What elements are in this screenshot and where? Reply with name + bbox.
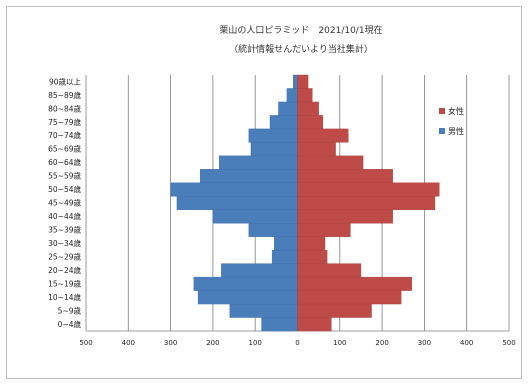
bars: [170, 74, 440, 332]
age-label: 60~64歳: [48, 157, 81, 167]
female-bar: [297, 249, 328, 264]
male-bar: [219, 155, 298, 170]
legend-swatch: [439, 108, 445, 114]
female-bar: [297, 128, 349, 143]
female-bar: [297, 115, 324, 130]
male-bar: [293, 74, 298, 89]
female-bar: [297, 317, 332, 332]
male-bar: [250, 142, 298, 157]
x-tick-label: 100: [333, 339, 346, 347]
male-bar: [248, 128, 298, 143]
male-bar: [176, 196, 298, 210]
age-label: 85~89歳: [48, 90, 81, 100]
female-bar: [297, 209, 393, 224]
female-bar: [297, 142, 336, 157]
female-bar: [297, 155, 364, 170]
age-label: 5~9歳: [58, 305, 82, 315]
age-label: 50~54歳: [48, 184, 81, 194]
female-bar: [297, 74, 309, 89]
female-bar: [297, 88, 313, 103]
age-label: 70~74歳: [48, 130, 81, 140]
male-bar: [248, 223, 298, 237]
x-tick-label: 100: [249, 339, 262, 347]
age-label: 90歳以上: [49, 76, 82, 86]
legend-label: 女性: [448, 106, 464, 116]
male-bar: [193, 276, 298, 291]
x-tick-label: 500: [502, 339, 515, 347]
female-bar: [297, 169, 393, 183]
x-tick-label: 200: [206, 339, 219, 347]
legend-swatch: [439, 128, 445, 134]
male-bar: [261, 317, 298, 332]
age-label: 35~39歳: [48, 225, 81, 235]
x-tick-label: 300: [418, 339, 431, 347]
male-bar: [221, 263, 298, 278]
male-bar: [278, 101, 298, 116]
female-bar: [297, 196, 436, 210]
male-bar: [286, 88, 298, 103]
male-bar: [200, 169, 298, 183]
female-bar: [297, 303, 372, 318]
female-bar: [297, 276, 412, 291]
age-label: 40~44歳: [48, 211, 81, 221]
age-label: 30~34歳: [48, 238, 81, 248]
legend-label: 男性: [448, 126, 464, 136]
female-bar: [297, 223, 351, 237]
female-bar: [297, 236, 326, 251]
male-bar: [274, 236, 298, 251]
chart-frame: 栗山の人口ピラミッド 2021/10/1現在 （統計情報せんだいより当社集計） …: [6, 6, 522, 379]
male-bar: [271, 249, 298, 264]
x-tick-label: 300: [164, 339, 177, 347]
x-tick-label: 400: [460, 339, 473, 347]
age-axis-labels: 0~4歳 5~9歳 10~14歳 15~19歳 20~24歳 25~29歳 30~34歳 35…: [48, 76, 81, 329]
age-label: 55~59歳: [48, 171, 81, 181]
age-label: 0~4歳: [58, 319, 82, 329]
age-label: 45~49歳: [48, 198, 81, 208]
female-bar: [297, 263, 362, 278]
female-bar: [297, 101, 319, 116]
x-tick-label: 400: [122, 339, 135, 347]
age-label: 80~84歳: [48, 103, 81, 113]
male-bar: [170, 182, 298, 197]
chart-subtitle: （統計情報せんだいより当社集計）: [229, 43, 373, 55]
x-tick-label: 500: [79, 339, 92, 347]
age-label: 15~19歳: [48, 278, 81, 288]
age-label: 75~79歳: [48, 117, 81, 127]
male-bar: [269, 115, 298, 130]
age-label: 10~14歳: [48, 292, 81, 302]
male-bar: [229, 303, 298, 318]
chart-title: 栗山の人口ピラミッド 2021/10/1現在: [219, 24, 382, 36]
age-label: 65~69歳: [48, 144, 81, 154]
male-bar: [197, 290, 298, 305]
x-tick-label: 0: [295, 339, 299, 347]
x-tick-label: 200: [375, 339, 388, 347]
age-label: 25~29歳: [48, 251, 81, 261]
male-bar: [212, 209, 298, 224]
x-axis-tick-labels: 500 400 300 200 100 0 100 200 300 400 500: [79, 339, 515, 347]
population-pyramid-chart: 栗山の人口ピラミッド 2021/10/1現在 （統計情報せんだいより当社集計） …: [48, 24, 516, 347]
age-label: 20~24歳: [48, 265, 81, 275]
female-bar: [297, 290, 402, 305]
female-bar: [297, 182, 440, 197]
